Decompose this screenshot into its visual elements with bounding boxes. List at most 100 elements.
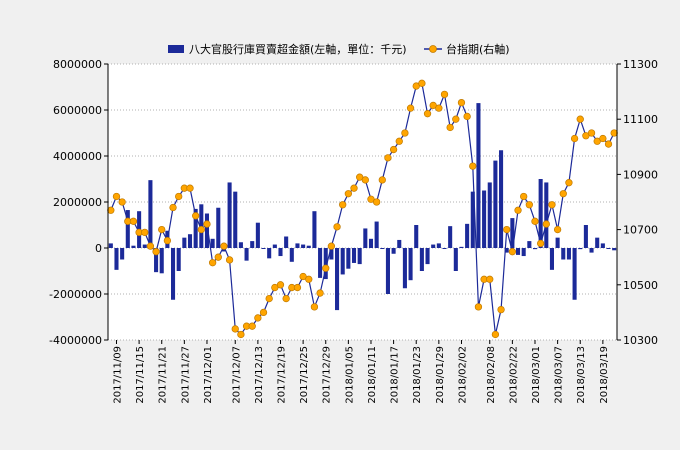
bar	[278, 248, 283, 257]
line-point	[220, 242, 228, 250]
bar	[583, 225, 588, 248]
right-tick-label: 10700	[623, 224, 658, 237]
line-point	[503, 225, 511, 234]
line-point	[440, 90, 449, 99]
line-point	[553, 225, 562, 234]
line-point	[548, 201, 556, 209]
line-point	[158, 225, 166, 234]
left-tick-label: 4000000	[53, 150, 102, 163]
line-point	[401, 129, 409, 137]
bar	[357, 248, 362, 265]
bar	[267, 248, 272, 259]
bar	[329, 248, 334, 260]
bar	[210, 238, 215, 248]
bar	[250, 241, 255, 248]
line-point	[248, 322, 256, 330]
line-point	[282, 294, 290, 303]
bar	[108, 243, 113, 248]
line-point	[559, 190, 567, 198]
line-point	[604, 140, 613, 148]
x-tick-label: 2018/01/17	[390, 346, 401, 404]
line-point	[491, 330, 500, 339]
bar	[368, 238, 374, 248]
bar	[171, 248, 176, 300]
line-point	[129, 217, 138, 225]
bar	[318, 248, 323, 278]
bar	[289, 248, 294, 262]
bar	[295, 243, 300, 248]
line-point	[305, 275, 313, 283]
bar	[482, 190, 487, 248]
bar	[493, 160, 498, 248]
bar	[408, 248, 413, 281]
bar	[436, 243, 441, 248]
bar	[363, 228, 368, 248]
line-point	[423, 110, 432, 118]
bar	[335, 248, 340, 311]
bar	[380, 248, 385, 249]
x-tick-label: 2018/01/05	[344, 346, 355, 404]
line-point	[508, 248, 517, 256]
x-tick-label: 2018/02/02	[457, 346, 468, 404]
bar	[504, 248, 509, 253]
line-point	[231, 325, 239, 333]
bar	[385, 248, 390, 294]
line-point	[514, 206, 522, 214]
line-point	[531, 217, 539, 225]
bar	[187, 234, 193, 248]
x-tick-label: 2017/12/29	[322, 346, 333, 404]
bar	[549, 248, 554, 270]
legend-bar-label: 八大官股行庫買賣超金額(左軸，單位：千元)	[189, 42, 407, 56]
line-point	[469, 162, 477, 170]
bar	[425, 248, 430, 265]
line-point	[457, 98, 466, 107]
bar	[521, 248, 526, 257]
line-point	[146, 242, 155, 250]
bar	[346, 248, 351, 269]
bar	[544, 182, 549, 248]
x-tick-label: 2017/12/07	[231, 346, 242, 404]
bar	[351, 248, 357, 263]
bar	[193, 208, 198, 248]
legend-line-marker	[429, 45, 437, 53]
bar	[374, 221, 379, 248]
left-tick-label: -2000000	[49, 288, 102, 301]
line-point	[395, 137, 403, 145]
line-point	[378, 176, 386, 184]
x-tick-label: 2017/11/15	[135, 346, 146, 404]
bar	[470, 191, 475, 248]
x-tick-label: 2018/03/07	[554, 346, 565, 404]
left-tick-label: 8000000	[53, 58, 102, 71]
bar	[515, 248, 521, 255]
bar	[402, 248, 407, 289]
line-point	[361, 176, 369, 184]
line-point	[542, 220, 550, 228]
legend-bar-swatch	[168, 45, 184, 53]
line-point	[384, 154, 392, 162]
bar	[114, 248, 119, 270]
bar	[414, 225, 419, 248]
bar	[448, 226, 453, 248]
x-axis-ticks: 2017/11/09 2017/11/15 2017/11/21 2017/11/27…	[112, 340, 610, 404]
line-point	[372, 198, 381, 206]
bar	[284, 236, 289, 248]
line-point	[537, 239, 545, 248]
bar	[538, 179, 543, 248]
line-point	[237, 330, 245, 339]
bar	[459, 246, 464, 248]
line-point	[576, 115, 584, 123]
line-point	[339, 201, 347, 209]
left-tick-label: 0	[95, 242, 102, 255]
bar	[272, 244, 277, 248]
bar	[176, 248, 181, 271]
x-tick-label: 2018/03/01	[531, 346, 542, 404]
bar	[216, 207, 221, 248]
bar	[453, 248, 458, 271]
x-tick-label: 2018/01/11	[367, 346, 378, 404]
right-tick-label: 10900	[623, 168, 658, 181]
line-point	[570, 134, 579, 143]
bar	[527, 241, 532, 248]
right-axis-ticks: 10300 10500 10700 10900 11100 11300	[617, 58, 658, 347]
x-tick-label: 2018/03/13	[576, 346, 587, 404]
